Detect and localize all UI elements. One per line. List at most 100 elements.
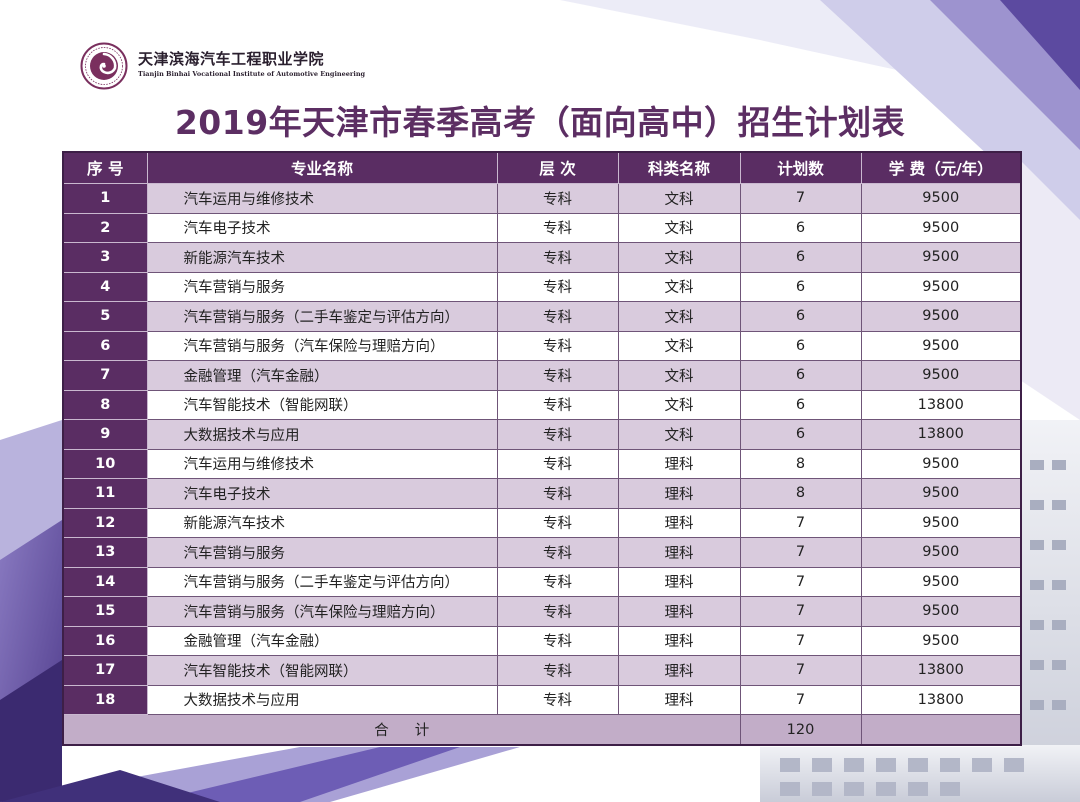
- header-category: 科类名称: [617, 151, 741, 184]
- cell-major: 新能源汽车技术: [146, 242, 498, 273]
- cell-category: 理科: [617, 478, 741, 509]
- cell-seq: 7: [62, 360, 148, 391]
- cell-category: 文科: [617, 389, 741, 420]
- table-row: 7 金融管理（汽车金融） 专科 文科 6 9500: [62, 360, 1022, 391]
- header-seq: 序 号: [62, 151, 148, 184]
- header-level: 层 次: [496, 151, 619, 184]
- table-row: 9 大数据技术与应用 专科 文科 6 13800: [62, 419, 1022, 450]
- cell-level: 专科: [496, 448, 619, 479]
- table-row: 5 汽车营销与服务（二手车鉴定与评估方向） 专科 文科 6 9500: [62, 301, 1022, 332]
- cell-plan: 7: [739, 684, 862, 715]
- cell-fee: 9500: [860, 301, 1022, 332]
- institute-emblem-icon: [80, 42, 128, 90]
- cell-seq: 8: [62, 389, 148, 420]
- cell-seq: 6: [62, 330, 148, 361]
- cell-fee: 9500: [860, 537, 1022, 568]
- cell-plan: 7: [739, 655, 862, 686]
- cell-plan: 7: [739, 596, 862, 627]
- cell-major: 金融管理（汽车金融）: [146, 625, 498, 656]
- cell-plan: 6: [739, 360, 862, 391]
- cell-plan: 7: [739, 507, 862, 538]
- cell-plan: 8: [739, 478, 862, 509]
- cell-plan: 7: [739, 566, 862, 597]
- cell-fee: 9500: [860, 242, 1022, 273]
- cell-major: 汽车营销与服务（二手车鉴定与评估方向）: [146, 301, 498, 332]
- table-row: 15 汽车营销与服务（汽车保险与理赔方向） 专科 理科 7 9500: [62, 596, 1022, 627]
- cell-seq: 11: [62, 478, 148, 509]
- cell-fee: 9500: [860, 507, 1022, 538]
- cell-level: 专科: [496, 625, 619, 656]
- table-row: 17 汽车智能技术（智能网联） 专科 理科 7 13800: [62, 655, 1022, 686]
- cell-category: 文科: [617, 242, 741, 273]
- cell-level: 专科: [496, 419, 619, 450]
- cell-category: 理科: [617, 596, 741, 627]
- cell-fee: 9500: [860, 625, 1022, 656]
- cell-category: 文科: [617, 301, 741, 332]
- cell-fee: 9500: [860, 360, 1022, 391]
- cell-level: 专科: [496, 537, 619, 568]
- cell-category: 理科: [617, 537, 741, 568]
- cell-seq: 10: [62, 448, 148, 479]
- cell-category: 文科: [617, 330, 741, 361]
- cell-fee: 9500: [860, 271, 1022, 302]
- cell-major: 汽车营销与服务（汽车保险与理赔方向）: [146, 596, 498, 627]
- cell-fee: 9500: [860, 596, 1022, 627]
- header-fee: 学 费（元/年）: [860, 151, 1022, 184]
- cell-level: 专科: [496, 655, 619, 686]
- cell-level: 专科: [496, 242, 619, 273]
- cell-seq: 5: [62, 301, 148, 332]
- cell-seq: 2: [62, 212, 148, 243]
- table-total-row: 合计 120: [62, 714, 1022, 746]
- table-row: 12 新能源汽车技术 专科 理科 7 9500: [62, 507, 1022, 538]
- cell-category: 文科: [617, 419, 741, 450]
- cell-fee: 9500: [860, 183, 1022, 214]
- cell-fee: 13800: [860, 389, 1022, 420]
- enrollment-plan-table: 序 号 专业名称 层 次 科类名称 计划数 学 费（元/年） 1 汽车运用与维修…: [62, 151, 1022, 746]
- cell-plan: 6: [739, 301, 862, 332]
- cell-level: 专科: [496, 212, 619, 243]
- cell-major: 汽车营销与服务: [146, 537, 498, 568]
- cell-fee: 13800: [860, 684, 1022, 715]
- cell-plan: 7: [739, 537, 862, 568]
- cell-seq: 18: [62, 684, 148, 715]
- cell-category: 理科: [617, 684, 741, 715]
- cell-seq: 4: [62, 271, 148, 302]
- cell-level: 专科: [496, 330, 619, 361]
- cell-major: 汽车营销与服务（二手车鉴定与评估方向）: [146, 566, 498, 597]
- cell-seq: 3: [62, 242, 148, 273]
- cell-major: 金融管理（汽车金融）: [146, 360, 498, 391]
- cell-major: 汽车运用与维修技术: [146, 448, 498, 479]
- cell-major: 汽车电子技术: [146, 478, 498, 509]
- cell-seq: 1: [62, 183, 148, 214]
- cell-level: 专科: [496, 301, 619, 332]
- cell-level: 专科: [496, 183, 619, 214]
- cell-seq: 15: [62, 596, 148, 627]
- cell-category: 理科: [617, 655, 741, 686]
- table-row: 14 汽车营销与服务（二手车鉴定与评估方向） 专科 理科 7 9500: [62, 566, 1022, 597]
- cell-level: 专科: [496, 596, 619, 627]
- cell-major: 大数据技术与应用: [146, 684, 498, 715]
- cell-level: 专科: [496, 684, 619, 715]
- header-plan: 计划数: [739, 151, 862, 184]
- cell-fee: 9500: [860, 448, 1022, 479]
- cell-seq: 9: [62, 419, 148, 450]
- table-row: 11 汽车电子技术 专科 理科 8 9500: [62, 478, 1022, 509]
- cell-major: 汽车智能技术（智能网联）: [146, 389, 498, 420]
- cell-plan: 6: [739, 419, 862, 450]
- cell-category: 文科: [617, 360, 741, 391]
- cell-level: 专科: [496, 360, 619, 391]
- table-row: 16 金融管理（汽车金融） 专科 理科 7 9500: [62, 625, 1022, 656]
- cell-plan: 8: [739, 448, 862, 479]
- cell-category: 理科: [617, 566, 741, 597]
- table-row: 1 汽车运用与维修技术 专科 文科 7 9500: [62, 183, 1022, 214]
- cell-category: 理科: [617, 448, 741, 479]
- cell-fee: 9500: [860, 212, 1022, 243]
- cell-major: 汽车营销与服务: [146, 271, 498, 302]
- total-label: 合计: [62, 714, 741, 746]
- institute-name-cn: 天津滨海汽车工程职业学院: [138, 50, 325, 68]
- cell-seq: 16: [62, 625, 148, 656]
- cell-plan: 6: [739, 271, 862, 302]
- cell-plan: 6: [739, 389, 862, 420]
- cell-level: 专科: [496, 271, 619, 302]
- institute-logo: 天津滨海汽车工程职业学院 Tianjin Binhai Vocational I…: [80, 42, 365, 92]
